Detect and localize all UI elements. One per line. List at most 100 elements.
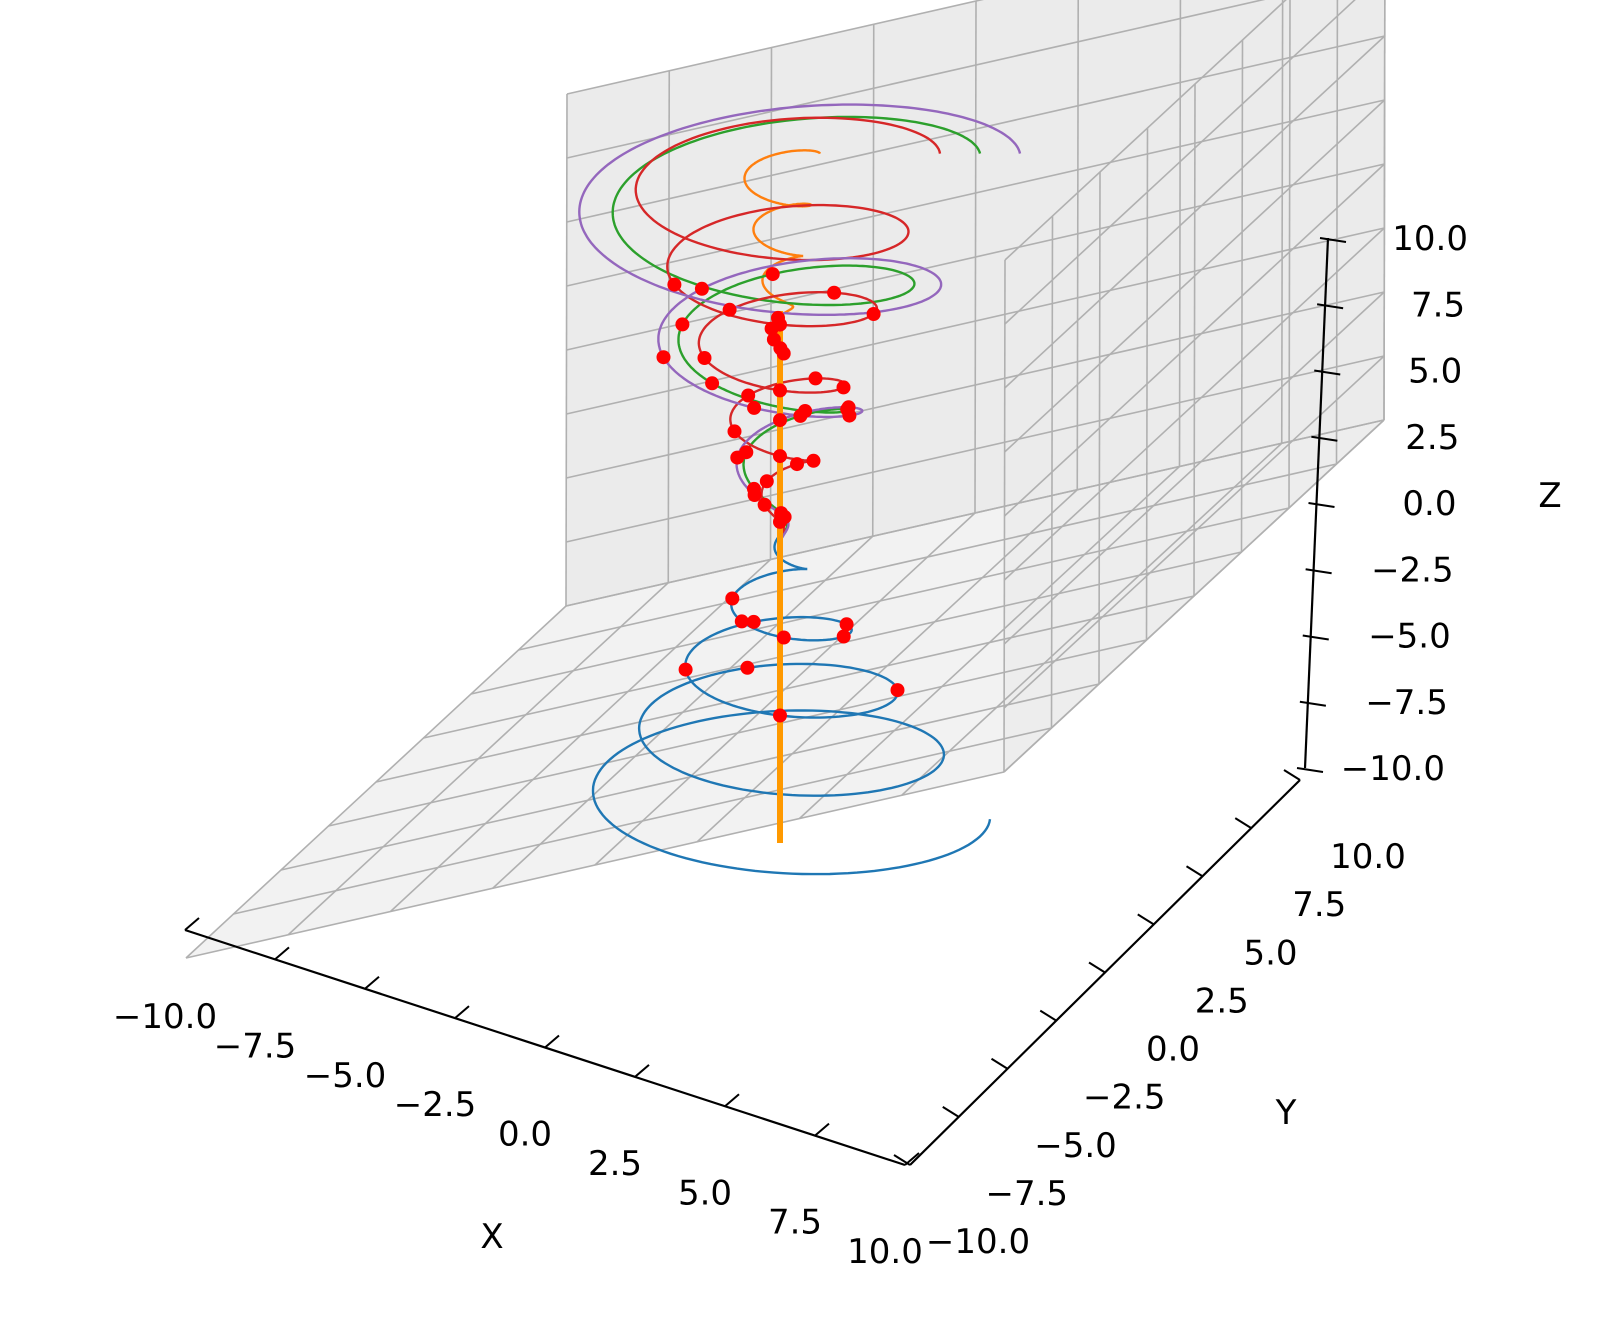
z-tick-label: 0.0 [1402, 484, 1456, 524]
grid-line [566, 0, 1266, 159]
x-tick [454, 1005, 470, 1019]
grid-line [1335, 0, 1339, 465]
grid-line [423, 551, 1242, 739]
grid-line [566, 35, 1385, 223]
x-tick-label: 10.0 [847, 1232, 923, 1272]
y-tick [1185, 865, 1204, 878]
grid-line [1383, 0, 1386, 421]
x-axis-label: X [480, 1217, 503, 1257]
grid-line [566, 0, 985, 95]
data-marker [839, 617, 854, 632]
grid-line [1288, 0, 1291, 509]
data-marker [808, 371, 823, 386]
z-tick-label: 7.5 [1411, 285, 1465, 325]
data-marker [725, 591, 740, 606]
grid-line [769, 47, 773, 560]
y-tick-label: −2.5 [1083, 1078, 1166, 1118]
data-marker [836, 629, 851, 644]
x-tick [634, 1064, 650, 1078]
data-marker [773, 449, 787, 464]
grid-line [1240, 39, 1244, 553]
x-tick [814, 1122, 830, 1137]
y-tick-label: 0.0 [1146, 1030, 1200, 1070]
grid-line [470, 507, 1290, 695]
data-marker [730, 450, 745, 465]
y-tick [893, 1154, 911, 1166]
data-marker [747, 400, 762, 415]
z-tick [1311, 435, 1338, 442]
z-tick [1296, 767, 1324, 773]
data-marker [705, 376, 720, 391]
data-marker [757, 497, 772, 512]
y-tick-label: 10.0 [1330, 837, 1406, 877]
y-tick [1283, 769, 1301, 781]
data-marker [722, 302, 737, 317]
data-marker [790, 457, 804, 472]
axis-panes [186, 0, 1385, 958]
axis-labels: X Y Z [480, 476, 1561, 1257]
grid-line [667, 70, 671, 583]
data-marker [746, 614, 761, 629]
data-marker [694, 281, 709, 296]
grid-line [287, 582, 669, 936]
data-marker [776, 630, 791, 645]
z-axis-label: Z [1538, 476, 1561, 516]
z-tick [1305, 568, 1332, 575]
x-tick-label: 0.0 [498, 1115, 552, 1155]
z-tick-label: −5.0 [1368, 617, 1451, 657]
series-curve [578, 103, 1022, 539]
grid-line [1004, 0, 1287, 261]
y-tick-label: −7.5 [985, 1174, 1068, 1214]
grid-line [566, 163, 1385, 351]
x-tick [364, 975, 380, 990]
data-marker [773, 383, 787, 398]
data-marker [740, 660, 755, 675]
grid-line [389, 558, 772, 913]
z-tick [1308, 502, 1335, 508]
z-tick-label: −2.5 [1371, 550, 1454, 590]
data-marker [764, 321, 779, 336]
y-tick-label: 5.0 [1243, 933, 1297, 973]
data-marker [842, 408, 857, 423]
data-marker [777, 510, 792, 524]
data-markers [656, 267, 905, 723]
x-tick [184, 917, 200, 931]
data-marker [759, 474, 774, 489]
x-tick-label: 2.5 [588, 1144, 642, 1184]
z-tick [1302, 634, 1329, 641]
y-tick-label: 2.5 [1195, 981, 1249, 1021]
y-tick [942, 1106, 960, 1118]
x-tick-label: −7.5 [214, 1026, 297, 1066]
z-tick [1319, 237, 1347, 243]
data-marker [773, 413, 787, 428]
y-tick [1234, 817, 1252, 829]
x-tick-label: 7.5 [768, 1203, 822, 1243]
data-marker [890, 683, 905, 698]
data-marker [667, 277, 682, 292]
grid-line [565, 93, 568, 607]
y-tick [1039, 1009, 1057, 1022]
data-marker [678, 662, 693, 677]
x-tick [544, 1034, 560, 1049]
z-axis-line [1303, 237, 1330, 769]
y-tick [990, 1057, 1009, 1070]
grid-line [492, 535, 874, 889]
data-marker [836, 380, 851, 395]
z-tick-label: 5.0 [1408, 352, 1462, 392]
data-marker [697, 351, 712, 365]
z-tick [1299, 700, 1327, 707]
x-tick-label: 5.0 [678, 1173, 732, 1213]
grid-lines [185, 0, 1386, 959]
y-tick [1088, 961, 1106, 974]
data-marker [806, 453, 821, 468]
grid-line [871, 24, 875, 537]
data-marker [766, 332, 781, 347]
series-curve [611, 115, 982, 539]
data-marker [727, 424, 742, 439]
data-marker [734, 614, 749, 629]
data-marker [773, 708, 787, 723]
z-tick-label: −7.5 [1365, 683, 1448, 723]
grid-line [1004, 35, 1386, 389]
data-marker [771, 310, 785, 325]
grid-line [566, 99, 1385, 287]
